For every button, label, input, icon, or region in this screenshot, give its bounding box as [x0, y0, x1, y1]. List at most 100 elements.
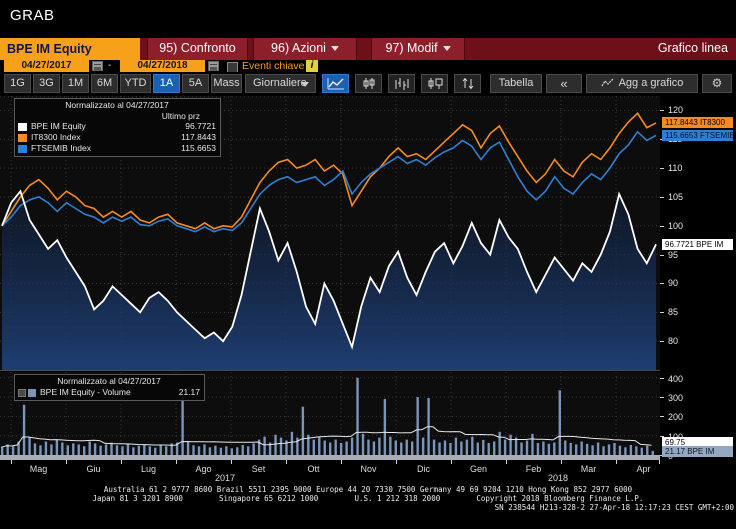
volume-swatch-icon [28, 388, 36, 397]
candle-volume-chart-icon[interactable] [421, 74, 448, 93]
calendar-icon[interactable] [208, 61, 219, 71]
date-range-separator: - [108, 60, 112, 71]
x-year-label: 2018 [547, 473, 569, 483]
key-events-label: Eventi chiave [242, 60, 305, 72]
y-tick [660, 110, 664, 111]
volume-legend-row[interactable]: BPE IM Equity - Volume 21.17 [18, 387, 200, 398]
legend-row-bpe[interactable]: BPE IM Equity 96.7721 [18, 121, 216, 132]
chevron-down-icon [330, 46, 339, 52]
toolbar: 1G 3G 1M 6M YTD 1A 5A Mass Giornaliero T… [0, 72, 736, 96]
collapse-button[interactable]: « [546, 74, 582, 93]
x-month-label: Ago [195, 464, 212, 474]
y-tick [660, 312, 664, 313]
view-title: Grafico linea [657, 41, 728, 55]
candlestick-chart-icon[interactable] [355, 74, 382, 93]
bpe-swatch-icon [18, 122, 27, 131]
x-month-label: Dic [417, 464, 430, 474]
x-tick [176, 460, 177, 464]
x-month-label: Mar [580, 464, 597, 474]
x-tick [231, 460, 232, 464]
x-month-label: Nov [360, 464, 377, 474]
legend-title: Normalizzato al 04/27/2017 [65, 100, 169, 110]
x-tick [121, 460, 122, 464]
info-badge[interactable]: i [306, 60, 318, 72]
range-3g-button[interactable]: 3G [33, 74, 60, 93]
range-1g-button[interactable]: 1G [4, 74, 31, 93]
y-tick [660, 197, 664, 198]
chevron-down-icon [442, 46, 451, 52]
price-panel[interactable] [0, 96, 660, 370]
line-chart-icon[interactable] [322, 74, 349, 93]
range-1m-button[interactable]: 1M [62, 74, 89, 93]
mini-chart-icon [601, 78, 614, 87]
y-tick-label: 95 [668, 250, 679, 260]
azioni-button[interactable]: 96) Azioni [253, 38, 357, 60]
table-button[interactable]: Tabella [490, 74, 542, 93]
y-tick [660, 416, 664, 417]
price-badge: 96.7721 BPE IM [662, 239, 733, 250]
y-tick [660, 168, 664, 169]
legend-header: Ultimo prz [161, 111, 200, 121]
range-mass-button[interactable]: Mass [211, 74, 242, 93]
range-1a-button-selected[interactable]: 1A [153, 74, 180, 93]
x-month-label: Ott [307, 464, 320, 474]
y-tick [660, 255, 664, 256]
range-6m-button[interactable]: 6M [91, 74, 118, 93]
frequency-dropdown[interactable]: Giornaliero [245, 74, 316, 93]
menu-bar: BPE IM Equity 95) Confronto 96) Azioni 9… [0, 38, 736, 60]
add-to-chart-button[interactable]: Agg a grafico [586, 74, 698, 93]
x-tick [561, 460, 562, 464]
x-tick [451, 460, 452, 464]
confronto-button[interactable]: 95) Confronto [147, 38, 248, 60]
y-tick-label: 85 [668, 307, 679, 317]
y-tick-label: 90 [668, 278, 679, 288]
volume-badge: 21.17 BPE IM [662, 446, 733, 457]
volume-legend: Normalizzato al 04/27/2017 BPE IM Equity… [14, 374, 205, 401]
x-tick [286, 460, 287, 464]
x-month-label: Gen [469, 464, 488, 474]
bar-chart-icon[interactable] [388, 74, 415, 93]
y-tick [660, 436, 664, 437]
volume-badge: 69.75 [662, 437, 733, 448]
x-tick [616, 460, 617, 464]
x-tick [11, 460, 12, 464]
range-ytd-button[interactable]: YTD [120, 74, 151, 93]
gear-icon[interactable]: ⚙ [702, 74, 732, 93]
price-legend: Normalizzato al 04/27/2017 Ultimo prz BP… [14, 98, 221, 157]
status-bar: Australia 61 2 9777 8600 Brazil 5511 239… [0, 481, 736, 529]
status-line-3: SN 238544 H213-328-2 27-Apr-18 12:17:23 … [494, 503, 734, 512]
start-date-input[interactable]: 04/27/2017 [4, 60, 89, 72]
volume-tick-label: 200 [668, 412, 684, 422]
x-tick [506, 460, 507, 464]
panel-separator [0, 370, 660, 372]
y-tick-label: 120 [668, 105, 684, 115]
volume-tick-label: 300 [668, 393, 684, 403]
modif-button[interactable]: 97) Modif [371, 38, 465, 60]
calendar-icon[interactable] [92, 61, 103, 71]
horizontal-scrollbar[interactable] [0, 455, 660, 460]
security-input[interactable]: BPE IM Equity [0, 38, 140, 60]
y-tick [660, 397, 664, 398]
chevron-down-icon [301, 82, 309, 87]
arrows-updown-icon[interactable] [454, 74, 481, 93]
legend-row-ftsemib[interactable]: FTSEMIB Index 115.6653 [18, 143, 216, 154]
y-tick [660, 341, 664, 342]
x-tick [341, 460, 342, 464]
y-axis: 120115110105100959085804003002001000117.… [660, 96, 736, 461]
x-tick [396, 460, 397, 464]
status-line-1: Australia 61 2 9777 8600 Brazil 5511 239… [103, 485, 633, 494]
date-bar: 04/27/2017 - 04/27/2018 Eventi chiave i [0, 60, 736, 73]
price-badge: 117.8443 IT8300 [662, 117, 733, 128]
volume-toggle-icon[interactable] [18, 388, 26, 397]
it8300-swatch-icon [18, 133, 27, 142]
y-tick [660, 283, 664, 284]
x-month-label: Giu [86, 464, 101, 474]
price-badge: 115.6653 FTSEMIB [662, 130, 733, 141]
volume-panel[interactable] [0, 372, 660, 455]
range-5a-button[interactable]: 5A [182, 74, 209, 93]
end-date-input[interactable]: 04/27/2018 [120, 60, 205, 72]
legend-row-it8300[interactable]: IT8300 Index 117.8443 [18, 132, 216, 143]
y-tick-label: 100 [668, 221, 684, 231]
y-tick-label: 110 [668, 163, 683, 173]
